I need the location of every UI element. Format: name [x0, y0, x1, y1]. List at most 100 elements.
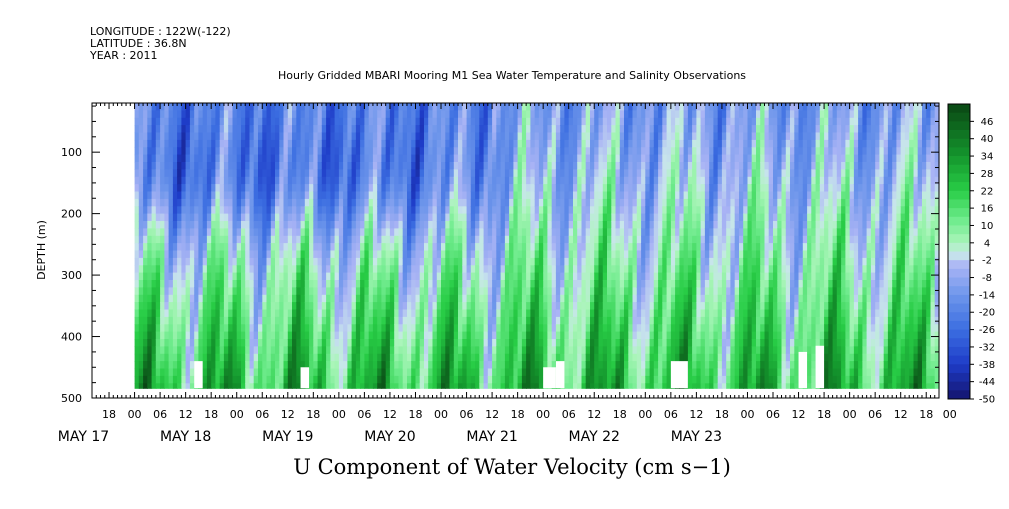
- heatmap-cell: [500, 198, 506, 207]
- heatmap-cell: [407, 206, 412, 215]
- heatmap-cell: [449, 280, 455, 288]
- heatmap-cell: [351, 132, 357, 141]
- heatmap-cell: [526, 309, 531, 318]
- heatmap-cell: [513, 132, 519, 141]
- heatmap-cell: [300, 250, 306, 259]
- heatmap-cell: [206, 302, 212, 311]
- heatmap-cell: [168, 368, 174, 377]
- heatmap-cell: [475, 353, 480, 362]
- heatmap-cell: [309, 346, 314, 355]
- heatmap-cell: [198, 103, 204, 111]
- heatmap-cell: [134, 103, 140, 111]
- heatmap-cell: [402, 221, 408, 229]
- heatmap-cell: [534, 110, 540, 119]
- heatmap-cell: [343, 257, 348, 266]
- heatmap-cell: [662, 139, 668, 148]
- heatmap-cell: [385, 176, 391, 185]
- heatmap-cell: [164, 250, 170, 259]
- heatmap-cell: [649, 243, 655, 252]
- heatmap-cell: [500, 324, 506, 333]
- heatmap-cell: [568, 184, 574, 193]
- heatmap-cell: [517, 383, 523, 389]
- heatmap-cell: [564, 368, 570, 377]
- heatmap-cell: [185, 117, 191, 126]
- heatmap-cell: [198, 331, 204, 340]
- heatmap-cell: [202, 375, 208, 384]
- heatmap-cell: [517, 125, 523, 134]
- heatmap-cell: [526, 316, 531, 325]
- heatmap-cell: [530, 191, 536, 200]
- heatmap-cell: [428, 147, 434, 156]
- heatmap-cell: [228, 272, 234, 281]
- heatmap-cell: [321, 339, 327, 347]
- heatmap-cell: [211, 287, 217, 296]
- heatmap-cell: [275, 383, 280, 389]
- heatmap-cell: [215, 103, 221, 111]
- heatmap-cell: [581, 324, 587, 333]
- heatmap-cell: [428, 383, 434, 389]
- heatmap-cell: [138, 184, 144, 193]
- heatmap-cell: [151, 103, 157, 111]
- heatmap-cell: [334, 243, 340, 252]
- heatmap-cell: [632, 383, 638, 389]
- heatmap-cell: [424, 110, 429, 119]
- heatmap-cell: [151, 228, 157, 237]
- heatmap-cell: [155, 375, 161, 384]
- heatmap-cell: [653, 176, 659, 185]
- heatmap-cell: [479, 324, 485, 333]
- heatmap-cell: [347, 125, 353, 134]
- heatmap-cell: [402, 309, 408, 318]
- heatmap-cell: [449, 176, 455, 185]
- heatmap-cell: [258, 213, 263, 222]
- heatmap-cell: [526, 176, 531, 185]
- heatmap-cell: [304, 235, 310, 244]
- heatmap-cell: [653, 221, 659, 229]
- heatmap-cell: [547, 191, 553, 200]
- heatmap-cell: [321, 110, 327, 119]
- heatmap-cell: [662, 280, 668, 288]
- heatmap-cell: [249, 125, 255, 134]
- heatmap-cell: [194, 331, 200, 340]
- heatmap-cell: [543, 250, 549, 259]
- heatmap-cell: [313, 162, 319, 170]
- heatmap-cell: [262, 184, 268, 193]
- heatmap-cell: [662, 287, 668, 296]
- heatmap-cell: [411, 287, 417, 296]
- heatmap-cell: [304, 324, 310, 333]
- heatmap-cell: [317, 132, 323, 141]
- heatmap-cell: [432, 294, 438, 303]
- heatmap-cell: [547, 280, 553, 288]
- heatmap-cell: [407, 309, 412, 318]
- heatmap-cell: [258, 184, 263, 193]
- heatmap-cell: [385, 206, 391, 215]
- heatmap-cell: [581, 198, 587, 207]
- heatmap-cell: [338, 294, 344, 303]
- heatmap-cell: [215, 316, 221, 325]
- heatmap-cell: [470, 316, 476, 325]
- heatmap-cell: [615, 324, 621, 333]
- heatmap-cell: [355, 228, 361, 237]
- heatmap-cell: [602, 132, 608, 141]
- heatmap-cell: [509, 339, 514, 347]
- heatmap-cell: [245, 383, 251, 389]
- heatmap-cell: [287, 191, 293, 200]
- heatmap-cell: [500, 287, 506, 296]
- heatmap-cell: [428, 294, 434, 303]
- heatmap-cell: [662, 339, 668, 347]
- heatmap-cell: [266, 191, 272, 200]
- heatmap-cell: [138, 353, 144, 362]
- heatmap-cell: [619, 198, 625, 207]
- heatmap-cell: [641, 331, 646, 340]
- heatmap-cell: [296, 132, 302, 141]
- heatmap-cell: [445, 103, 451, 111]
- heatmap-cell: [641, 147, 646, 156]
- heatmap-cell: [675, 316, 680, 325]
- heatmap-cell: [424, 213, 429, 222]
- heatmap-cell: [177, 139, 182, 148]
- heatmap-cell: [658, 184, 663, 193]
- heatmap-cell: [581, 302, 587, 311]
- heatmap-cell: [321, 235, 327, 244]
- heatmap-cell: [372, 257, 378, 266]
- heatmap-cell: [509, 184, 514, 193]
- heatmap-cell: [270, 198, 276, 207]
